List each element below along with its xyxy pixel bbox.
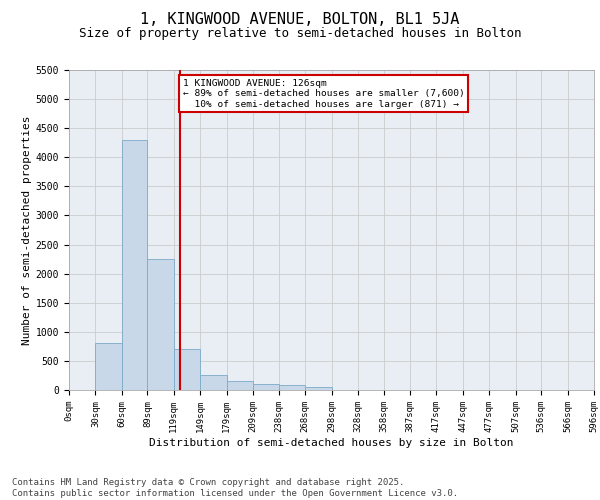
Text: Size of property relative to semi-detached houses in Bolton: Size of property relative to semi-detach… [79,28,521,40]
Text: Contains HM Land Registry data © Crown copyright and database right 2025.
Contai: Contains HM Land Registry data © Crown c… [12,478,458,498]
X-axis label: Distribution of semi-detached houses by size in Bolton: Distribution of semi-detached houses by … [149,438,514,448]
Bar [95,344,122,390]
Bar [122,140,148,390]
Bar [278,386,305,390]
Text: 1, KINGWOOD AVENUE, BOLTON, BL1 5JA: 1, KINGWOOD AVENUE, BOLTON, BL1 5JA [140,12,460,28]
Bar [227,382,253,390]
Text: 1 KINGWOOD AVENUE: 126sqm
← 89% of semi-detached houses are smaller (7,600)
  10: 1 KINGWOOD AVENUE: 126sqm ← 89% of semi-… [182,78,464,108]
Bar [174,350,200,390]
Y-axis label: Number of semi-detached properties: Number of semi-detached properties [22,116,32,345]
Bar [148,259,174,390]
Bar [253,384,278,390]
Bar [200,376,227,390]
Bar [305,387,331,390]
